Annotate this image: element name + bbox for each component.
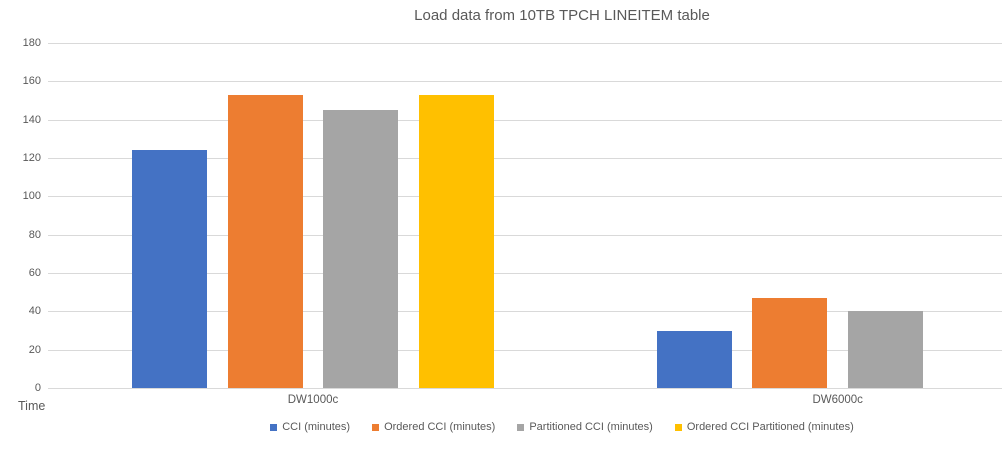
legend-label: Partitioned CCI (minutes) (529, 421, 653, 433)
legend-label: CCI (minutes) (282, 421, 351, 433)
legend-label: Ordered CCI Partitioned (minutes) (686, 421, 854, 433)
legend-swatch-icon (517, 423, 525, 431)
y-tick-label-0: 0 (34, 382, 41, 394)
legend-label: Ordered CCI (minutes) (384, 421, 496, 433)
gridline-20 (48, 349, 1002, 351)
gridline-80 (48, 234, 1002, 236)
legend-item-cci-minutes: CCI (minutes) (270, 421, 350, 433)
plot-area: 0 20 40 60 80 100 120 140 160 180 DW1000c DW6000c (23, 37, 1002, 406)
gridline-160 (48, 81, 1002, 83)
bar-dw1000c-ordered-cci-partitioned-minutes (419, 94, 495, 388)
y-tick-label-140: 140 (22, 113, 41, 126)
gridline-120 (48, 158, 1002, 159)
gridline-100 (48, 196, 1002, 198)
y-tick-label-100: 100 (22, 190, 41, 203)
x-category-label-dw1000c: DW1000c (287, 394, 339, 406)
chart-title: Load data from 10TB TPCH LINEITEM table (414, 7, 710, 24)
gridline-60 (48, 273, 1002, 274)
y-tick-label-160: 160 (22, 75, 41, 88)
legend-swatch-icon (372, 423, 380, 431)
bar-dw1000c-partitioned-cci-minutes (323, 110, 399, 388)
legend-item-partitioned-cci-minutes: Partitioned CCI (minutes) (517, 421, 653, 433)
legend-swatch-icon (674, 423, 682, 431)
y-tick-label-80: 80 (28, 228, 41, 241)
y-tick-label-60: 60 (28, 267, 41, 279)
bar-dw1000c-ordered-cci-minutes (227, 94, 303, 388)
legend: CCI (minutes) Ordered CCI (minutes) Partit… (120, 421, 1004, 433)
y-tick-label-120: 120 (22, 152, 41, 164)
legend-swatch-icon (270, 423, 278, 431)
bar-dw6000c-cci-minutes (656, 330, 732, 388)
y-tick-label-40: 40 (28, 305, 41, 318)
gridline-140 (48, 119, 1002, 121)
gridline-0 (48, 388, 1002, 389)
x-category-label-dw6000c: DW6000c (812, 394, 863, 406)
y-tick-label-180: 180 (22, 37, 41, 49)
gridline-40 (48, 311, 1002, 313)
bar-dw6000c-partitioned-cci-minutes (848, 311, 924, 388)
legend-item-ordered-cci-minutes: Ordered CCI (minutes) (372, 421, 495, 433)
legend-item-ordered-cci-partitioned-minutes: Ordered CCI Partitioned (minutes) (674, 421, 854, 433)
y-tick-label-20: 20 (28, 343, 41, 356)
bar-dw1000c-cci-minutes (132, 150, 207, 388)
gridline-180 (48, 43, 1002, 44)
bar-dw6000c-ordered-cci-minutes (752, 297, 828, 388)
y-axis-title: Time (18, 399, 46, 413)
